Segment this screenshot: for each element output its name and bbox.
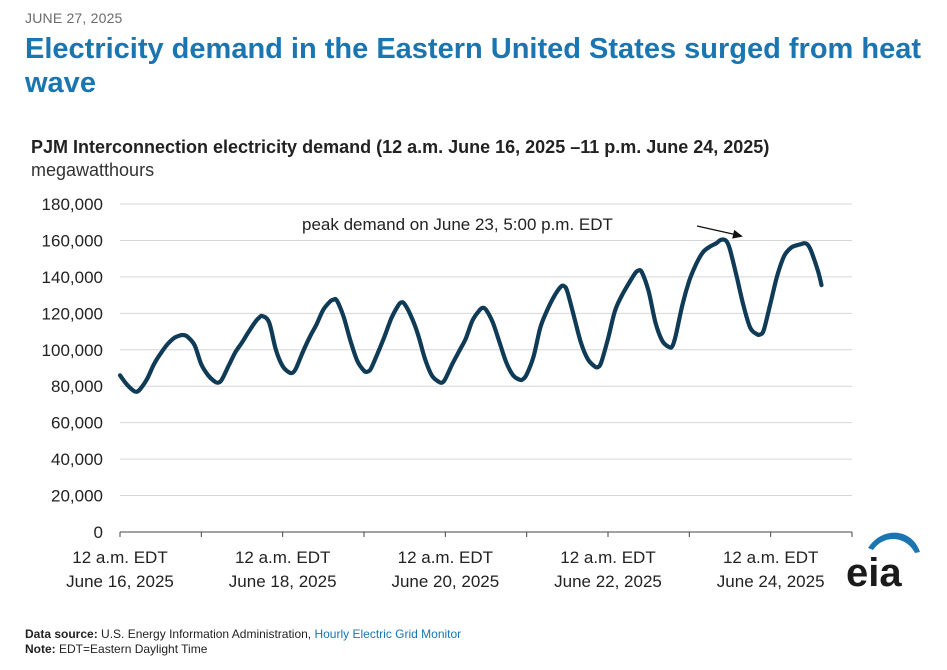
eia-logo-arc	[868, 532, 920, 553]
y-tick-label: 60,000	[51, 414, 103, 433]
chart-subtitle: megawatthours	[31, 160, 154, 180]
gridlines	[120, 203, 852, 497]
y-tick-label: 40,000	[51, 450, 103, 469]
data-source-label: Data source:	[25, 627, 98, 641]
x-tick-label: 12 a.m. EDT	[723, 548, 818, 567]
y-tick-label: 160,000	[42, 231, 103, 250]
x-tick-label: June 24, 2025	[717, 572, 825, 591]
eia-logo-text: eia	[846, 551, 902, 592]
note-line: Note: EDT=Eastern Daylight Time	[25, 642, 461, 657]
y-tick-label: 120,000	[42, 304, 103, 323]
chart-title: PJM Interconnection electricity demand (…	[31, 137, 769, 157]
data-source-text: U.S. Energy Information Administration,	[97, 627, 315, 641]
x-tick-label: 12 a.m. EDT	[235, 548, 330, 567]
y-tick-label: 180,000	[42, 195, 103, 214]
eia-logo: eia	[846, 532, 920, 592]
source-notes: Data source: U.S. Energy Information Adm…	[25, 627, 461, 657]
y-tick-label: 100,000	[42, 341, 103, 360]
annotation: peak demand on June 23, 5:00 p.m. EDT	[302, 215, 743, 239]
x-tick-label: June 18, 2025	[229, 572, 337, 591]
annotation-arrow-line	[696, 225, 736, 236]
y-tick-label: 0	[94, 523, 103, 542]
note-label: Note:	[25, 642, 56, 656]
x-tick-label: June 16, 2025	[66, 572, 174, 591]
y-tick-label: 80,000	[51, 377, 103, 396]
note-text: EDT=Eastern Daylight Time	[55, 642, 208, 656]
headline: Electricity demand in the Eastern United…	[25, 33, 921, 99]
y-axis: 0 20,000 40,000 60,000 80,000 100,000 120,000 1…	[42, 195, 103, 542]
publish-date: JUNE 27, 2025	[25, 10, 123, 26]
x-axis: 12 a.m. EDT June 16, 2025 12 a.m. EDT June …	[66, 531, 853, 591]
x-tick-label: June 20, 2025	[391, 572, 499, 591]
y-tick-label: 140,000	[42, 268, 103, 287]
x-tick-label: 12 a.m. EDT	[398, 548, 493, 567]
series-group	[117, 237, 824, 394]
x-tick-label: June 22, 2025	[554, 572, 662, 591]
series-line	[117, 237, 824, 394]
annotation-label: peak demand on June 23, 5:00 p.m. EDT	[302, 215, 613, 234]
annotation-arrowhead	[732, 229, 743, 239]
data-source-line: Data source: U.S. Energy Information Adm…	[25, 627, 461, 642]
grid-monitor-link[interactable]: Hourly Electric Grid Monitor	[314, 627, 462, 641]
x-tick-label: 12 a.m. EDT	[560, 548, 655, 567]
x-tick-label: 12 a.m. EDT	[72, 548, 167, 567]
y-tick-label: 20,000	[51, 487, 103, 506]
